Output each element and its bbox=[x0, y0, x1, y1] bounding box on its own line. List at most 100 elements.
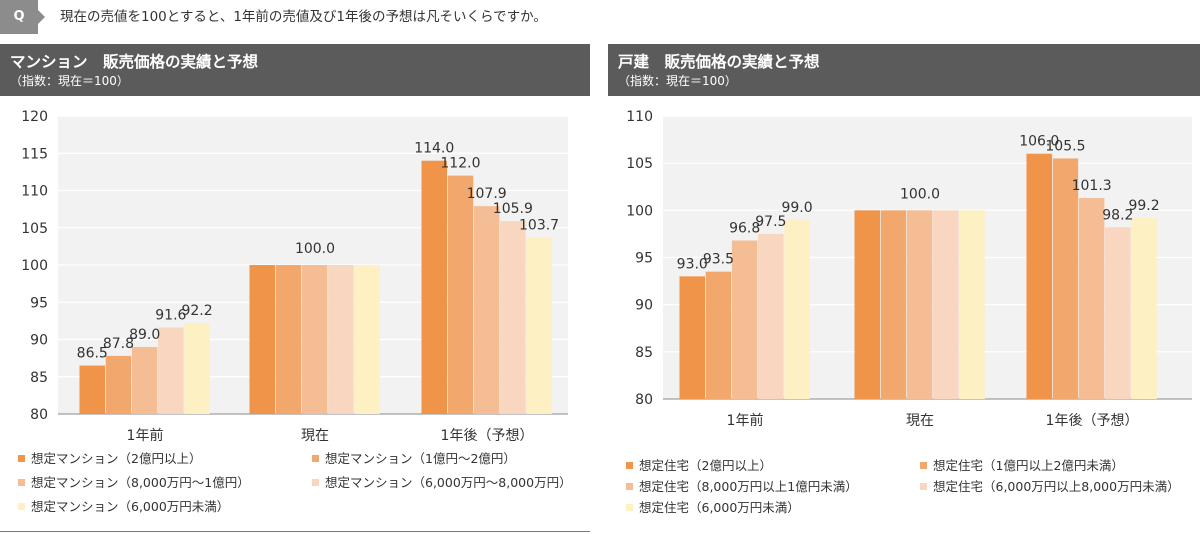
data-label: 87.8 bbox=[103, 336, 134, 352]
y-tick-label: 105 bbox=[626, 156, 653, 172]
chart-title: マンション 販売価格の実績と予想 bbox=[10, 53, 259, 71]
bar bbox=[1105, 227, 1131, 399]
data-label: 92.2 bbox=[181, 303, 212, 319]
bar bbox=[854, 210, 880, 399]
question-bar: Q 現在の売値を100とすると、1年前の売値及び1年後の予想は凡そいくらですか。 bbox=[0, 0, 1200, 34]
legend-label: 想定住宅（1億円以上2億円未満） bbox=[933, 458, 1124, 473]
legend-swatch bbox=[312, 479, 319, 486]
y-tick-label: 85 bbox=[30, 370, 48, 386]
data-label: 93.0 bbox=[677, 256, 708, 272]
y-tick-label: 90 bbox=[635, 298, 653, 314]
legend-label: 想定マンション（2億円以上） bbox=[31, 451, 202, 466]
y-tick-label: 110 bbox=[626, 109, 653, 125]
bar bbox=[447, 175, 474, 414]
legend-swatch bbox=[312, 455, 319, 462]
legend-label: 想定マンション（6,000万円～8,000万円） bbox=[325, 475, 572, 490]
bar bbox=[1052, 158, 1079, 399]
bar bbox=[959, 210, 985, 399]
legend-swatch bbox=[626, 483, 633, 490]
bar bbox=[731, 240, 758, 399]
legend-swatch bbox=[626, 504, 633, 511]
data-label: 100.0 bbox=[295, 241, 335, 257]
legend: 想定マンション（2億円以上） 想定マンション（1億円～2億円） 想定マンション（8,… bbox=[0, 451, 590, 531]
bar bbox=[705, 271, 732, 399]
bar-chart-mansion: 80 85 90 95 100 105 110 115 120 86.587.889.0 91.69… bbox=[21, 109, 568, 444]
legend: 想定住宅（2億円以上） 想定住宅（1億円以上2億円未満） 想定住宅（8,000万円以… bbox=[608, 458, 1200, 528]
data-label: 105.5 bbox=[1045, 138, 1085, 154]
legend-item: 想定住宅（6,000万円以上8,000万円未満） bbox=[920, 479, 1180, 495]
chart-subtitle: （指数：現在＝100） bbox=[10, 74, 129, 88]
x-category-label: 現在 bbox=[301, 428, 329, 444]
data-label: 99.0 bbox=[781, 200, 812, 216]
bar bbox=[526, 237, 552, 414]
legend-item: 想定マンション（1億円～2億円） bbox=[312, 451, 516, 467]
data-label: 93.5 bbox=[703, 252, 734, 268]
bar bbox=[473, 206, 500, 414]
bar bbox=[249, 265, 275, 414]
legend-swatch bbox=[920, 483, 927, 490]
legend-item: 想定マンション（6,000万円未満） bbox=[18, 499, 229, 515]
x-category-label: 1年前 bbox=[127, 427, 164, 444]
y-tick-label: 95 bbox=[635, 251, 653, 267]
y-tick-label: 90 bbox=[30, 333, 48, 349]
y-tick-label: 85 bbox=[635, 345, 653, 361]
bar bbox=[131, 346, 158, 414]
legend-swatch bbox=[18, 503, 25, 510]
data-label: 97.5 bbox=[755, 214, 786, 230]
bar bbox=[784, 219, 810, 399]
question-arrow-icon bbox=[38, 10, 45, 24]
chart-header: マンション 販売価格の実績と予想 （指数：現在＝100） bbox=[0, 44, 590, 96]
legend-label: 想定住宅（2億円以上） bbox=[639, 458, 772, 473]
chart-header: 戸建 販売価格の実績と予想 （指数：現在＝100） bbox=[608, 44, 1200, 96]
data-label: 114.0 bbox=[414, 141, 454, 157]
data-label: 112.0 bbox=[440, 156, 480, 172]
data-label: 103.7 bbox=[519, 217, 559, 233]
bar bbox=[880, 210, 907, 399]
data-label: 89.0 bbox=[129, 327, 160, 343]
legend-label: 想定住宅（6,000万円以上8,000万円未満） bbox=[933, 479, 1180, 494]
bar-chart-house: 80 85 90 95 100 105 110 93.093.5 96.897.599.0 1年前… bbox=[626, 109, 1192, 429]
bar bbox=[275, 265, 302, 414]
legend-swatch bbox=[920, 462, 927, 469]
legend-item: 想定住宅（2億円以上） bbox=[626, 458, 772, 474]
data-label: 98.2 bbox=[1102, 207, 1133, 223]
legend-label: 想定マンション（6,000万円未満） bbox=[31, 499, 230, 514]
y-tick-label: 120 bbox=[21, 109, 48, 125]
y-tick-label: 100 bbox=[21, 258, 48, 274]
data-label: 105.9 bbox=[493, 201, 533, 217]
bar bbox=[1131, 217, 1157, 399]
legend-item: 想定住宅（1億円以上2億円未満） bbox=[920, 458, 1124, 474]
bar bbox=[421, 160, 447, 414]
bottom-divider bbox=[0, 531, 590, 532]
legend-item: 想定マンション（8,000万円～1億円） bbox=[18, 475, 250, 491]
y-tick-label: 105 bbox=[21, 221, 48, 237]
bar bbox=[500, 221, 526, 414]
y-tick-label: 100 bbox=[626, 203, 653, 219]
data-label: 91.6 bbox=[155, 308, 186, 324]
chart-subtitle: （指数：現在＝100） bbox=[618, 74, 737, 88]
y-tick-label: 95 bbox=[30, 295, 48, 311]
bar bbox=[79, 365, 105, 414]
legend-swatch bbox=[626, 462, 633, 469]
bar bbox=[1078, 198, 1105, 399]
legend-item: 想定住宅（8,000万円以上1億円未満） bbox=[626, 479, 858, 495]
legend-item: 想定マンション（2億円以上） bbox=[18, 451, 201, 467]
x-category-label: 1年後（予想） bbox=[441, 428, 534, 444]
data-label: 106.0 bbox=[1019, 134, 1059, 150]
data-label: 96.8 bbox=[729, 221, 760, 237]
legend-swatch bbox=[18, 455, 25, 462]
bar bbox=[105, 355, 132, 414]
question-badge: Q bbox=[0, 0, 38, 34]
legend-label: 想定住宅（8,000万円以上1億円未満） bbox=[639, 479, 858, 494]
bar bbox=[301, 265, 328, 414]
legend-item: 想定住宅（6,000万円未満） bbox=[626, 500, 800, 516]
y-tick-label: 115 bbox=[21, 146, 48, 162]
legend-item: 想定マンション（6,000万円～8,000万円） bbox=[312, 475, 572, 491]
y-tick-label: 110 bbox=[21, 184, 48, 200]
question-text: 現在の売値を100とすると、1年前の売値及び1年後の予想は凡そいくらですか。 bbox=[60, 9, 547, 25]
x-category-label: 1年前 bbox=[727, 412, 764, 429]
legend-label: 想定マンション（8,000万円～1億円） bbox=[31, 475, 250, 490]
data-label: 86.5 bbox=[77, 346, 108, 362]
bar bbox=[933, 210, 959, 399]
legend-label: 想定マンション（1億円～2億円） bbox=[325, 451, 516, 466]
